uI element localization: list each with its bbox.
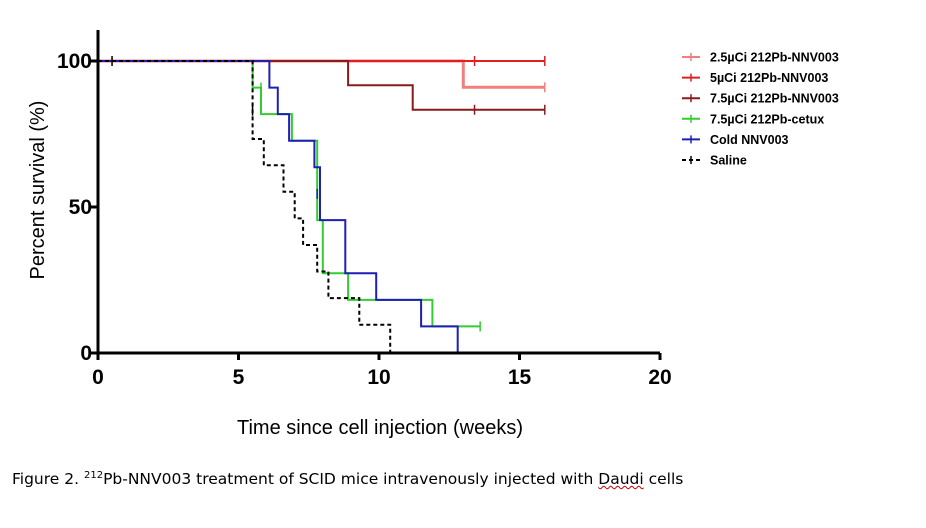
axes: 0 5 10 15 20 0 50 100 <box>57 30 672 389</box>
x-tick-label: 5 <box>233 366 245 389</box>
legend-label: 7.5µCi 212Pb-cetux <box>710 112 824 126</box>
legend-label: 7.5µCi 212Pb-NNV003 <box>710 92 839 106</box>
x-tick-label: 15 <box>508 366 532 389</box>
y-tick-label: 50 <box>69 196 92 219</box>
x-tick-label: 20 <box>648 366 671 389</box>
x-axis-title: Time since cell injection (weeks) <box>237 417 523 439</box>
legend-label: Cold NNV003 <box>710 133 789 147</box>
series-line <box>98 60 481 328</box>
legend-label: 5µCi 212Pb-NNV003 <box>710 71 828 85</box>
caption-prefix: Figure 2. <box>12 470 84 488</box>
x-ticks: 0 5 10 15 20 <box>92 353 672 389</box>
y-ticks: 0 50 100 <box>57 50 98 365</box>
caption-underlined-word: Daudi <box>598 470 644 488</box>
figure-caption: Figure 2. 212Pb-NNV003 treatment of SCID… <box>12 470 683 488</box>
caption-main: Pb-NNV003 treatment of SCID mice intrave… <box>103 470 599 488</box>
series-line <box>98 59 545 89</box>
y-axis-title: Percent survival (%) <box>27 101 49 280</box>
caption-superscript: 212 <box>83 470 104 481</box>
x-tick-label: 10 <box>367 366 390 389</box>
y-tick-label: 0 <box>80 342 92 365</box>
series-line <box>98 60 545 111</box>
caption-suffix: cells <box>643 470 684 488</box>
legend-label: Saline <box>710 154 747 168</box>
plot-area <box>98 56 546 353</box>
legend-label: 2.5µCi 212Pb-NNV003 <box>710 51 839 65</box>
series-line <box>98 60 459 353</box>
legend: 2.5µCi 212Pb-NNV003 5µCi 212Pb-NNV003 7.5µ… <box>682 51 839 168</box>
y-tick-label: 100 <box>57 50 92 73</box>
series-line <box>98 60 392 353</box>
x-tick-label: 0 <box>92 366 104 389</box>
